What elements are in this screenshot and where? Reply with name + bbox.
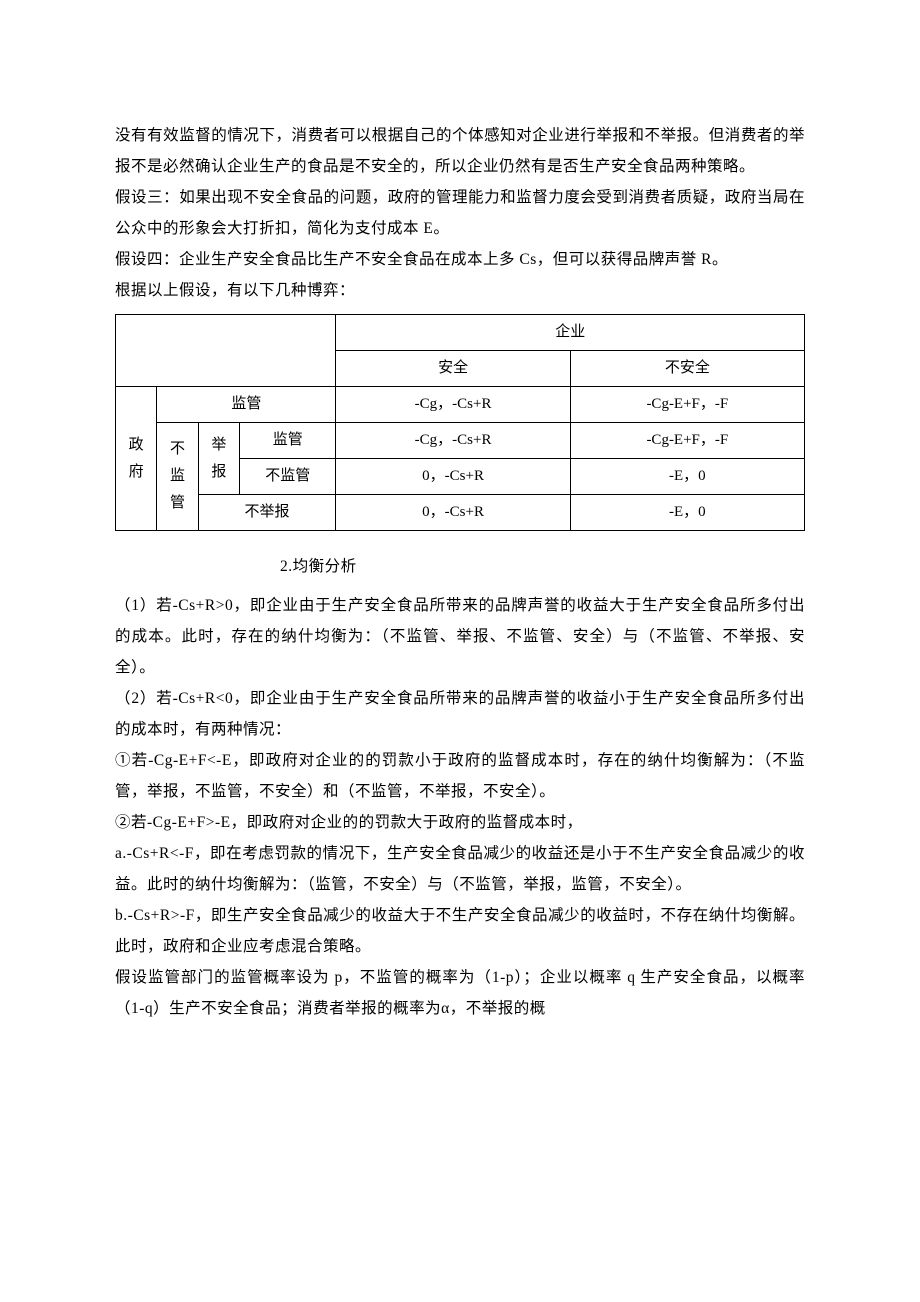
table-cell: -Cg，-Cs+R xyxy=(336,423,570,459)
table-cell: -Cg-E+F，-F xyxy=(570,423,804,459)
table-label-no-regulate: 不监管 xyxy=(157,423,198,531)
table-empty-cell xyxy=(116,315,336,387)
table-label-gov: 政府 xyxy=(116,387,157,531)
paragraph-text: ①若-Cg-E+F<-E，即政府对企业的的罚款小于政府的监督成本时，存在的纳什均… xyxy=(115,745,805,807)
table-header-unsafe: 不安全 xyxy=(570,351,804,387)
table-cell: -Cg-E+F，-F xyxy=(570,387,804,423)
table-cell: 0，-Cs+R xyxy=(336,459,570,495)
table-cell: -Cg，-Cs+R xyxy=(336,387,570,423)
paragraph-text: （1）若-Cs+R>0，即企业由于生产安全食品所带来的品牌声誉的收益大于生产安全… xyxy=(115,590,805,683)
payoff-table: 企业 安全 不安全 政府 监管 -Cg，-Cs+R -Cg-E+F，-F 不监管… xyxy=(115,314,805,531)
paragraph-text: 假设监管部门的监管概率设为 p，不监管的概率为（1-p）；企业以概率 q 生产安… xyxy=(115,962,805,1024)
table-label-regulate-sub: 监管 xyxy=(239,423,335,459)
table-header-enterprise: 企业 xyxy=(336,315,805,351)
paragraph-text: 没有有效监督的情况下，消费者可以根据自己的个体感知对企业进行举报和不举报。但消费… xyxy=(115,120,805,182)
paragraph-text: （2）若-Cs+R<0，即企业由于生产安全食品所带来的品牌声誉的收益小于生产安全… xyxy=(115,683,805,745)
table-header-safe: 安全 xyxy=(336,351,570,387)
table-label-no-report: 不举报 xyxy=(198,495,336,531)
table-cell: 0，-Cs+R xyxy=(336,495,570,531)
paragraph-text: 假设三：如果出现不安全食品的问题，政府的管理能力和监督力度会受到消费者质疑，政府… xyxy=(115,182,805,244)
paragraph-text: a.-Cs+R<-F，即在考虑罚款的情况下，生产安全食品减少的收益还是小于不生产… xyxy=(115,838,805,900)
table-cell: -E，0 xyxy=(570,495,804,531)
paragraph-text: b.-Cs+R>-F，即生产安全食品减少的收益大于不生产安全食品减少的收益时，不… xyxy=(115,900,805,962)
paragraph-text: 根据以上假设，有以下几种博弈： xyxy=(115,275,805,306)
paragraph-text: 假设四：企业生产安全食品比生产不安全食品在成本上多 Cs，但可以获得品牌声誉 R… xyxy=(115,244,805,275)
table-label-no-regulate-sub: 不监管 xyxy=(239,459,335,495)
table-cell: -E，0 xyxy=(570,459,804,495)
table-label-report: 举报 xyxy=(198,423,239,495)
section-heading: 2.均衡分析 xyxy=(280,551,805,582)
table-label-regulate: 监管 xyxy=(157,387,336,423)
paragraph-text: ②若-Cg-E+F>-E，即政府对企业的的罚款大于政府的监督成本时， xyxy=(115,807,805,838)
